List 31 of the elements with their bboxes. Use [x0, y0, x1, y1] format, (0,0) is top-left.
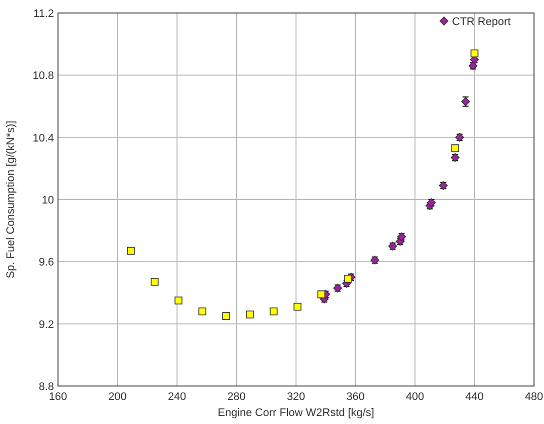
point: [294, 302, 302, 311]
point: [246, 310, 254, 318]
point: [270, 308, 278, 316]
y-tick-label: 10.8: [32, 70, 54, 82]
point: [150, 278, 159, 286]
point: [344, 274, 352, 283]
point: [198, 308, 206, 316]
legend-label: CTR Report: [452, 16, 511, 28]
x-tick-label: 360: [346, 391, 365, 403]
y-tick-label: 9.6: [38, 256, 54, 269]
y-tick-label: 10: [42, 194, 54, 206]
point: [451, 144, 460, 152]
x-tick-label: 200: [108, 391, 127, 403]
point: [470, 50, 478, 58]
x-axis-title: Engine Corr Flow W2Rstd [kg/s]: [218, 407, 374, 419]
x-tick-label: 400: [406, 391, 424, 403]
y-tick-label: 9.2: [38, 318, 54, 331]
y-tick-label: 8.8: [38, 381, 54, 393]
x-tick-label: 440: [465, 391, 484, 403]
point: [126, 246, 135, 255]
y-tick-label: 10.4: [32, 132, 54, 144]
y-axis-title: Sp. Fuel Consumption [g/(kN*s)]: [5, 120, 17, 278]
x-tick-label: 320: [286, 391, 306, 403]
x-tick-label: 480: [524, 391, 544, 403]
point: [317, 290, 326, 298]
x-tick-label: 280: [227, 391, 246, 403]
point: [174, 296, 182, 304]
point: [222, 312, 230, 320]
x-tick-label: 160: [48, 391, 68, 403]
y-tick-label: 11.2: [33, 8, 54, 20]
x-tick-label: 240: [168, 391, 186, 403]
